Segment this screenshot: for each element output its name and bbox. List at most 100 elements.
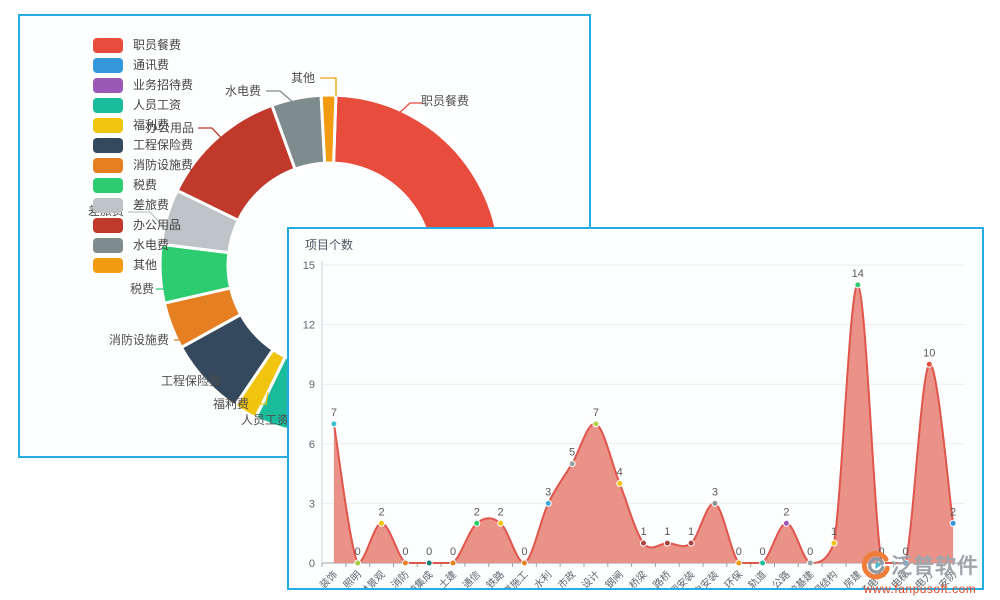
- data-point-机电安装[interactable]: [711, 499, 719, 507]
- legend-label: 其他: [133, 258, 158, 272]
- legend-item-水电费[interactable]: 水电费: [93, 238, 193, 253]
- data-point-隧道施工[interactable]: [520, 559, 528, 567]
- legend-item-福利费[interactable]: 福利费: [93, 118, 193, 133]
- data-label: 7: [593, 407, 599, 419]
- legend-swatch: [93, 218, 123, 233]
- data-point-桥梁[interactable]: [640, 539, 647, 547]
- legend-item-差旅费[interactable]: 差旅费: [93, 198, 193, 213]
- data-point-公路[interactable]: [782, 519, 790, 527]
- data-point-土建[interactable]: [449, 559, 457, 567]
- data-point-电梯[interactable]: [902, 559, 909, 567]
- data-label: 7: [331, 407, 337, 419]
- data-point-园林景观[interactable]: [378, 519, 385, 527]
- legend-item-其他[interactable]: 其他: [93, 258, 193, 273]
- pie-callout-line: [226, 370, 251, 382]
- legend-swatch: [93, 118, 123, 133]
- data-point-钢结构[interactable]: [830, 539, 838, 547]
- legend-swatch: [93, 158, 123, 173]
- data-point-市政[interactable]: [568, 460, 576, 468]
- pie-callout-label: 水电费: [225, 84, 261, 98]
- data-label: 0: [521, 546, 527, 558]
- legend-label: 税费: [133, 178, 158, 192]
- x-axis-label: 公路: [769, 568, 792, 588]
- area-series-line: [332, 283, 955, 565]
- x-axis-label: 消防: [388, 568, 411, 588]
- watermark-brand: 泛普软件: [891, 555, 979, 578]
- pie-callout-label: 消防设施费: [109, 332, 169, 347]
- data-point-水利[interactable]: [544, 499, 552, 507]
- legend-item-办公用品[interactable]: 办公用品: [93, 218, 193, 233]
- x-axis-label: 土建: [436, 568, 459, 588]
- data-point-钢闸[interactable]: [616, 480, 624, 487]
- data-label: 2: [950, 506, 956, 518]
- data-point-房建[interactable]: [854, 281, 862, 289]
- data-point-通信[interactable]: [473, 519, 481, 527]
- data-label: 1: [664, 526, 670, 538]
- data-point-空调安装[interactable]: [687, 539, 695, 547]
- project-count-chart[interactable]: 036912157装饰0照明2园林景观0消防0系统集成0土建2通信2铁路0隧道施…: [289, 229, 982, 588]
- legend-item-税费[interactable]: 税费: [93, 178, 193, 193]
- data-label: 0: [402, 546, 408, 558]
- pie-segment-其他[interactable]: [319, 93, 338, 165]
- data-label: 0: [426, 546, 432, 558]
- data-label: 0: [450, 546, 456, 558]
- data-label: 0: [879, 546, 885, 558]
- data-label: 1: [688, 526, 694, 538]
- legend-item-工程保险费[interactable]: 工程保险费: [93, 138, 193, 153]
- y-axis-label: 6: [309, 439, 315, 451]
- legend-label: 工程保险费: [133, 138, 194, 152]
- legend-item-职员餐费[interactable]: 职员餐费: [93, 38, 193, 53]
- data-point-路桥[interactable]: [663, 539, 671, 547]
- data-label: 0: [736, 546, 742, 558]
- pie-callout-line: [174, 330, 199, 341]
- x-axis-label: 水利: [532, 569, 555, 588]
- data-label: 2: [498, 506, 504, 518]
- pie-callout-label: 人员工资: [241, 413, 289, 427]
- data-point-设计[interactable]: [592, 420, 600, 428]
- data-point-环保[interactable]: [735, 559, 743, 567]
- legend-item-业务招待费[interactable]: 业务招待费: [93, 78, 193, 93]
- data-label: 2: [378, 506, 384, 518]
- pie-callout-label: 办公用品: [146, 120, 194, 135]
- data-point-装饰[interactable]: [330, 420, 338, 428]
- data-point-安防[interactable]: [949, 519, 957, 527]
- data-point-高校基建[interactable]: [806, 559, 814, 567]
- y-axis-label: 12: [303, 320, 315, 332]
- legend-item-人员工资[interactable]: 人员工资: [93, 98, 193, 113]
- legend-label: 福利费: [133, 118, 170, 132]
- chart-title: 项目个数: [305, 238, 354, 252]
- legend-swatch: [93, 78, 123, 93]
- data-label: 10: [923, 347, 935, 359]
- data-label: 1: [831, 526, 837, 538]
- watermark-url: www.fanpusoft.com: [863, 582, 977, 596]
- pie-callout-line: [156, 281, 181, 290]
- legend-label: 通讯费: [133, 58, 170, 72]
- data-point-轨道[interactable]: [759, 559, 767, 567]
- pie-callout-label: 职员餐费: [421, 93, 469, 108]
- legend-swatch: [93, 238, 123, 253]
- data-point-系统集成[interactable]: [425, 559, 433, 567]
- legend-item-通讯费[interactable]: 通讯费: [93, 58, 193, 73]
- pie-callout-label: 其他: [291, 71, 315, 85]
- data-label: 1: [640, 526, 646, 538]
- y-axis-label: 0: [309, 558, 315, 570]
- data-label: 0: [760, 546, 766, 558]
- data-point-照明[interactable]: [354, 559, 362, 567]
- pie-callout-line: [128, 211, 167, 231]
- data-label: 5: [569, 447, 575, 459]
- x-axis-label: 装饰: [317, 568, 340, 588]
- data-point-消防[interactable]: [401, 559, 409, 567]
- x-axis-label: 轨道: [745, 568, 768, 588]
- legend-swatch: [93, 98, 123, 113]
- watermark-logo-icon: [861, 551, 890, 580]
- pie-callout-line: [395, 102, 422, 117]
- data-point-电力[interactable]: [925, 360, 933, 368]
- data-point-铁路[interactable]: [497, 519, 505, 527]
- legend-swatch: [93, 198, 123, 213]
- x-axis-label: 设计: [579, 568, 602, 588]
- data-label: 3: [545, 486, 551, 498]
- legend-swatch: [93, 58, 123, 73]
- x-axis-label: 路桥: [650, 568, 673, 588]
- project-count-panel: 项目个数 0 3 6 9 12 15 7 装饰 0 照明 2 园林景观 0 消防 0 系统集成 0 土建 2 通信 2 铁…: [287, 227, 984, 596]
- legend-item-消防设施费[interactable]: 消防设施费: [93, 158, 193, 173]
